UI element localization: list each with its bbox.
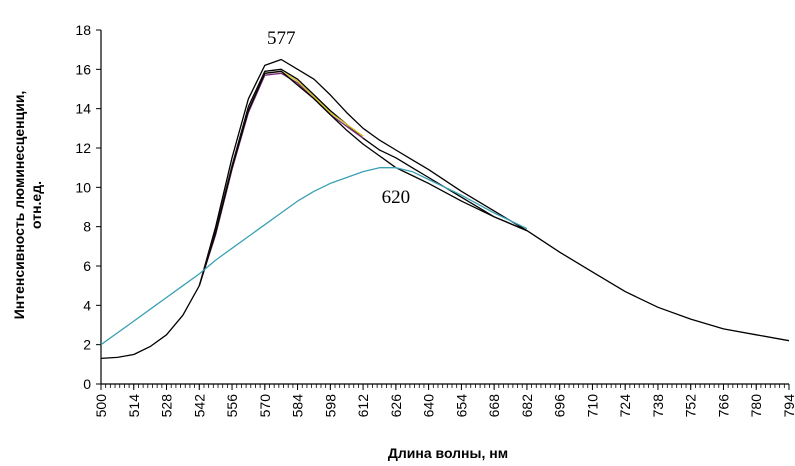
x-tick-label: 668 [486, 394, 502, 418]
x-tick-label: 710 [584, 394, 600, 418]
x-tick-label: 724 [617, 394, 633, 418]
x-tick-label: 584 [290, 394, 306, 418]
x-tick-label: 654 [453, 394, 469, 418]
x-tick-label: 640 [421, 394, 437, 418]
x-tick-label: 500 [93, 394, 109, 418]
y-tick-label: 2 [83, 337, 91, 353]
x-tick-label: 514 [126, 394, 142, 418]
x-tick-label: 752 [683, 394, 699, 418]
x-tick-label: 682 [519, 394, 535, 418]
y-axis-title-line2: отн.ед. [28, 181, 44, 229]
x-tick-label: 738 [650, 394, 666, 418]
series-line-1 [100, 58, 790, 360]
y-tick-label: 12 [75, 140, 91, 156]
x-tick-label: 626 [388, 394, 404, 418]
series-line-2 [198, 68, 528, 286]
y-tick-label: 4 [83, 297, 91, 313]
y-axis-title-line1: Интенсивность люминесценции, [11, 91, 27, 320]
y-tick-label: 6 [83, 258, 91, 274]
annotations: 577 620 [267, 28, 410, 208]
x-axis: 500 514 528 542 556 570 584 598 612 626 640 654 668 6… [93, 383, 795, 418]
x-tick-label: 794 [781, 394, 795, 418]
x-tick-label: 542 [191, 394, 207, 418]
y-tick-label: 8 [83, 219, 91, 235]
series-line-5 [198, 70, 528, 286]
series-line-6 [100, 167, 528, 346]
y-tick-label: 0 [83, 376, 91, 392]
peak-annotation-2: 620 [382, 187, 411, 208]
series-group [100, 58, 790, 360]
y-tick-label: 18 [75, 22, 91, 38]
x-tick-label: 570 [257, 394, 273, 418]
y-axis: 0 2 4 6 8 10 12 14 16 18 [75, 22, 102, 392]
x-tick-label: 766 [715, 394, 731, 418]
x-axis-title: Длина волны, нм [388, 445, 508, 461]
y-tick-label: 14 [75, 101, 91, 117]
y-tick-label: 10 [75, 179, 91, 195]
x-tick-label: 556 [224, 394, 240, 418]
x-tick-label: 528 [159, 394, 175, 418]
peak-annotation-1: 577 [267, 28, 296, 49]
x-tick-label: 696 [552, 394, 568, 418]
x-tick-label: 612 [355, 394, 371, 418]
x-tick-label: 598 [322, 394, 338, 418]
x-tick-label: 780 [748, 394, 764, 418]
y-tick-label: 16 [75, 61, 91, 77]
